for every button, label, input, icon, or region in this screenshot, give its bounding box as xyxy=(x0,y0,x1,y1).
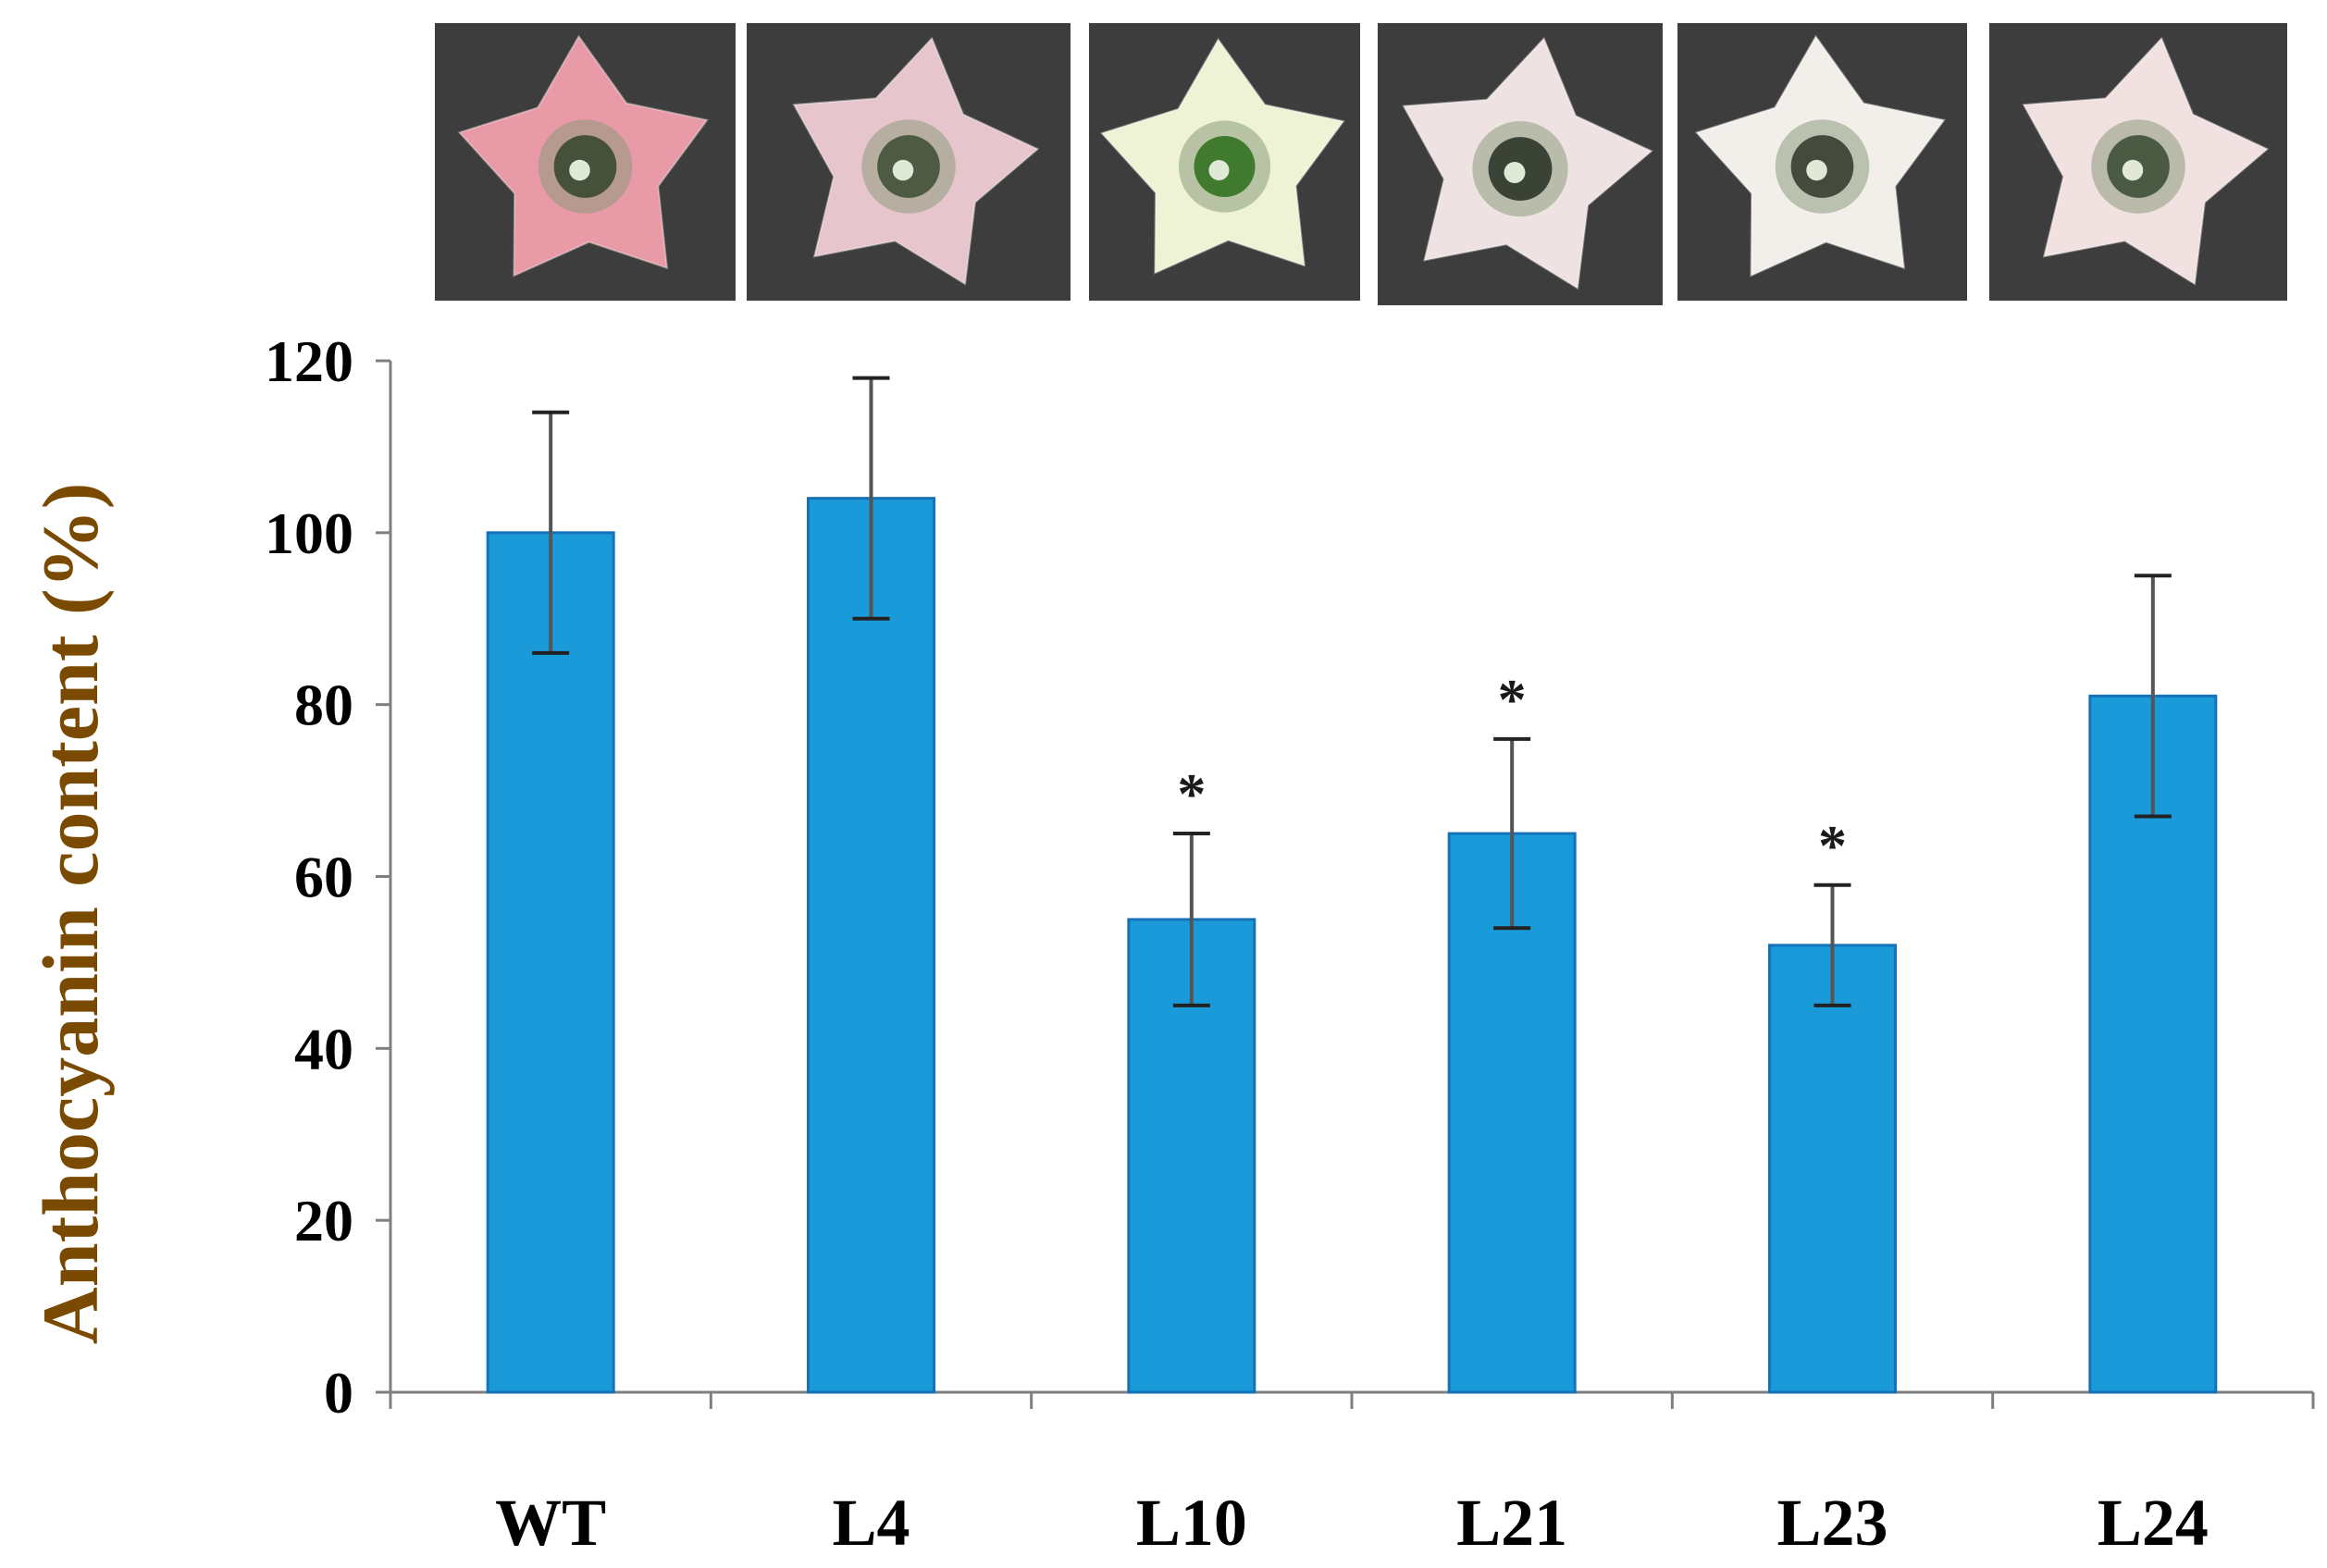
labels: 0 20 40 60 80 100 120 WT L4 * L10 * L21 * L23 L24 xyxy=(265,328,2209,1560)
x-category-label: L23 xyxy=(1776,1486,1888,1560)
error-bar-WT xyxy=(532,410,570,655)
flower-L10 xyxy=(1089,23,1360,301)
flower-L4 xyxy=(747,23,1071,301)
bar-L23 xyxy=(1768,944,1897,1394)
flower-stamen xyxy=(569,159,590,181)
bar-L4 xyxy=(807,497,935,1394)
significance-marker: * xyxy=(1818,815,1847,878)
flower-stamen xyxy=(892,159,914,181)
y-tick-label: 60 xyxy=(294,845,353,910)
flower-stamen xyxy=(1806,159,1827,181)
error-bar-L23 xyxy=(1813,883,1851,1007)
flower-L23 xyxy=(1677,23,1967,301)
error-bar-L21 xyxy=(1493,736,1531,931)
axes xyxy=(376,359,2315,1409)
y-tick-label: 100 xyxy=(265,500,353,566)
y-tick-label: 20 xyxy=(294,1188,353,1253)
flower-stamen xyxy=(1208,159,1230,181)
x-category-label: L4 xyxy=(832,1486,910,1560)
flower-photo-strip xyxy=(435,23,2287,305)
y-tick-label: 0 xyxy=(324,1360,353,1426)
error-bar-L24 xyxy=(2134,574,2172,819)
x-category-label: L21 xyxy=(1456,1486,1567,1560)
x-category-label: L24 xyxy=(2098,1486,2209,1560)
significance-marker: * xyxy=(1177,763,1206,826)
error-bar-L4 xyxy=(852,376,890,621)
bar-WT xyxy=(486,531,615,1394)
x-category-label: WT xyxy=(495,1486,606,1560)
flower-L21 xyxy=(1378,23,1663,305)
bars xyxy=(486,376,2218,1394)
y-tick-label: 120 xyxy=(265,328,353,394)
flower-L24 xyxy=(1989,23,2287,301)
flower-WT xyxy=(435,23,736,301)
significance-marker: * xyxy=(1498,669,1527,732)
flower-stamen xyxy=(2122,159,2144,181)
y-tick-label: 40 xyxy=(294,1016,353,1081)
flower-stamen xyxy=(1504,162,1526,183)
error-bar-L10 xyxy=(1172,832,1210,1007)
y-axis-label: Anthocyanin content (%) xyxy=(26,483,115,1345)
y-tick-label: 80 xyxy=(294,673,353,738)
x-category-label: L10 xyxy=(1136,1486,1247,1560)
